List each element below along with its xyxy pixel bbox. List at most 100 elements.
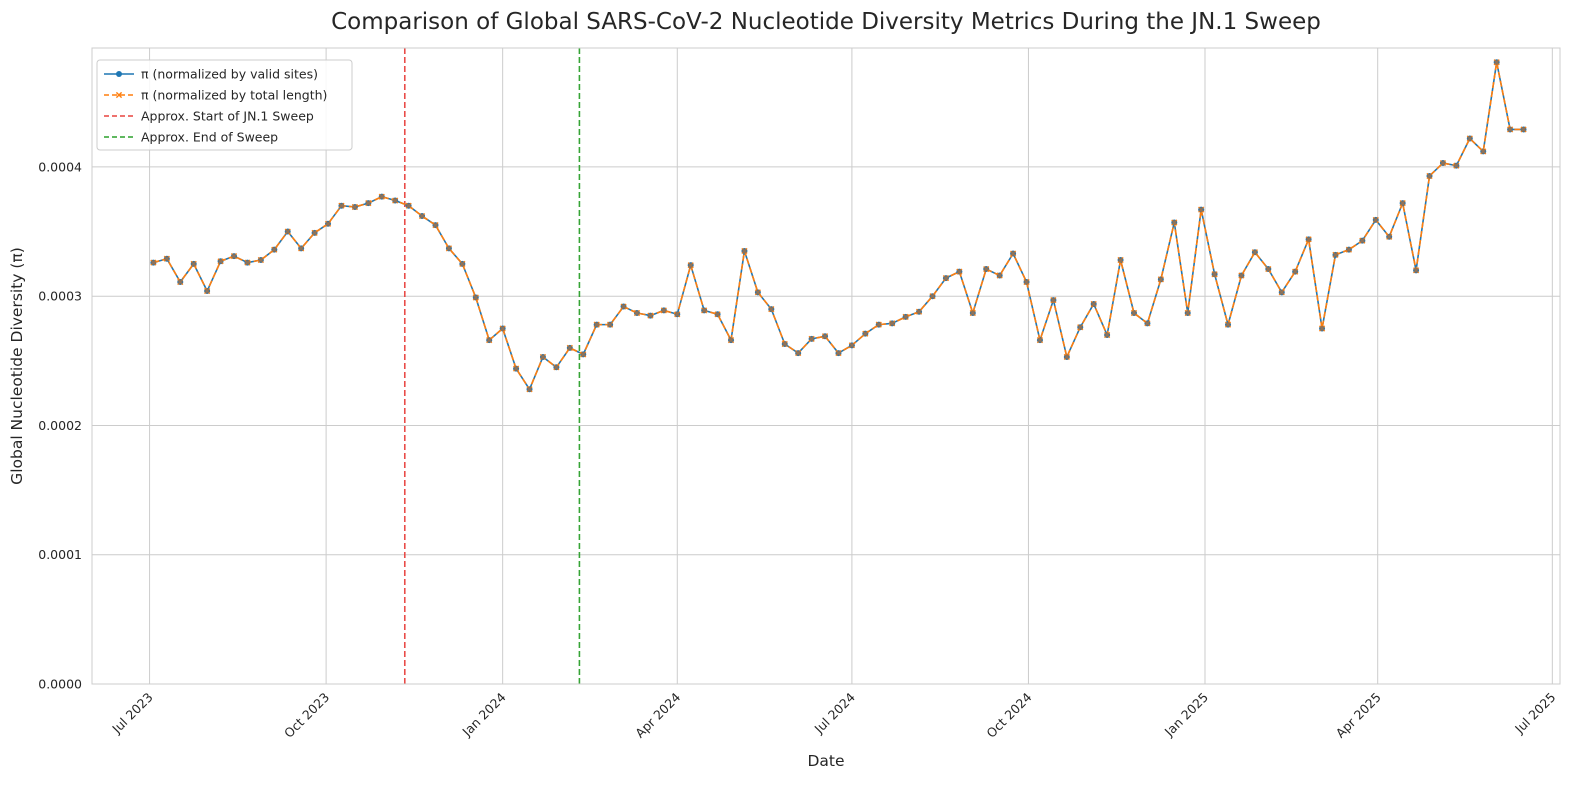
- y-tick-label: 0.0000: [38, 677, 82, 692]
- x-tick-label: Apr 2025: [1333, 690, 1384, 741]
- data-point: [889, 320, 895, 326]
- data-point: [929, 293, 936, 299]
- legend-box: [96, 59, 353, 151]
- data-point: [1185, 310, 1191, 316]
- data-point: [1346, 247, 1352, 253]
- legend-item: Approx. Start of JN.1 Sweep: [104, 109, 314, 124]
- series-layer: [150, 59, 1527, 393]
- data-point: [1440, 160, 1446, 166]
- data-point: [1131, 310, 1137, 316]
- legend-label: Approx. End of Sweep: [141, 130, 278, 145]
- data-point: [620, 303, 627, 310]
- legend-label: π (normalized by valid sites): [141, 67, 318, 82]
- series-2: [150, 59, 1527, 393]
- x-tick-label: Apr 2024: [632, 689, 683, 740]
- overlap-markers: [150, 59, 1527, 392]
- data-point: [1198, 206, 1204, 213]
- x-tick-label: Jul 2025: [1511, 690, 1558, 737]
- data-point: [1413, 267, 1419, 273]
- data-point: [768, 306, 774, 312]
- series-line: [153, 61, 1524, 391]
- data-point: [1104, 332, 1110, 338]
- data-point: [594, 322, 600, 328]
- data-point: [567, 345, 573, 351]
- x-tick-label: Oct 2024: [983, 689, 1034, 740]
- data-point: [1359, 238, 1365, 244]
- series-1: [150, 59, 1527, 393]
- data-point: [674, 311, 680, 317]
- data-point: [553, 364, 559, 370]
- data-point: [1373, 217, 1379, 223]
- data-point: [1319, 325, 1325, 332]
- data-point: [231, 253, 237, 259]
- data-point: [164, 256, 170, 262]
- legend: π (normalized by valid sites) π (normaliz…: [96, 59, 353, 151]
- data-point: [1520, 126, 1527, 133]
- data-point: [1211, 271, 1218, 277]
- data-point: [661, 307, 667, 314]
- data-point: [204, 288, 210, 294]
- x-tick-label: Jan 2025: [1161, 690, 1211, 740]
- data-point: [379, 194, 385, 200]
- x-axis-ticks: Jul 2023 Oct 2023 Jan 2024 Apr 2024 Jul 2024…: [108, 689, 1558, 740]
- data-point: [970, 310, 976, 316]
- y-tick-label: 0.0001: [38, 547, 82, 562]
- data-point: [1480, 148, 1486, 155]
- data-point: [755, 289, 761, 295]
- series-line: [153, 61, 1524, 391]
- data-point: [298, 245, 304, 251]
- data-point: [1265, 266, 1271, 272]
- data-point: [1064, 354, 1070, 360]
- x-axis-label: Date: [807, 752, 844, 770]
- data-point: [432, 222, 439, 228]
- data-point: [352, 204, 358, 210]
- data-point: [500, 325, 506, 332]
- data-point: [1332, 252, 1339, 258]
- data-point: [1400, 200, 1406, 206]
- data-point: [1171, 219, 1177, 226]
- data-point: [916, 309, 922, 315]
- data-point: [526, 386, 533, 392]
- legend-marker: [116, 71, 122, 77]
- x-tick-label: Jul 2023: [108, 690, 155, 737]
- data-point: [191, 261, 197, 267]
- data-point: [1091, 301, 1097, 307]
- data-point: [338, 203, 345, 209]
- chart-title: Comparison of Global SARS-CoV-2 Nucleoti…: [331, 9, 1321, 35]
- data-point: [634, 310, 640, 316]
- data-point: [1279, 289, 1285, 295]
- legend-item: π (normalized by valid sites): [104, 67, 318, 82]
- data-point: [795, 350, 801, 356]
- data-point: [1426, 173, 1433, 179]
- data-point: [446, 245, 452, 251]
- data-point: [325, 221, 331, 227]
- x-tick-label: Jul 2024: [811, 689, 858, 736]
- data-point: [1117, 257, 1124, 263]
- data-point: [486, 337, 492, 343]
- data-point: [835, 350, 842, 356]
- data-point: [459, 261, 465, 267]
- data-point: [311, 230, 318, 236]
- data-point: [244, 259, 251, 266]
- data-point: [1037, 337, 1043, 343]
- data-point: [862, 331, 868, 337]
- data-point: [406, 203, 412, 209]
- y-tick-label: 0.0003: [38, 289, 82, 304]
- legend-label: π (normalized by total length): [141, 88, 327, 103]
- data-point: [177, 279, 183, 285]
- data-point: [943, 275, 949, 281]
- data-point: [688, 262, 694, 268]
- data-point: [1144, 320, 1151, 326]
- data-point: [513, 365, 519, 372]
- data-point: [1158, 276, 1164, 282]
- data-point: [1252, 249, 1258, 255]
- legend-item: Approx. End of Sweep: [104, 130, 278, 145]
- data-point: [150, 259, 157, 266]
- data-point: [580, 351, 586, 357]
- data-point: [983, 266, 989, 272]
- data-point: [285, 228, 291, 235]
- data-point: [782, 341, 788, 347]
- data-point: [271, 247, 277, 253]
- data-point: [714, 311, 721, 317]
